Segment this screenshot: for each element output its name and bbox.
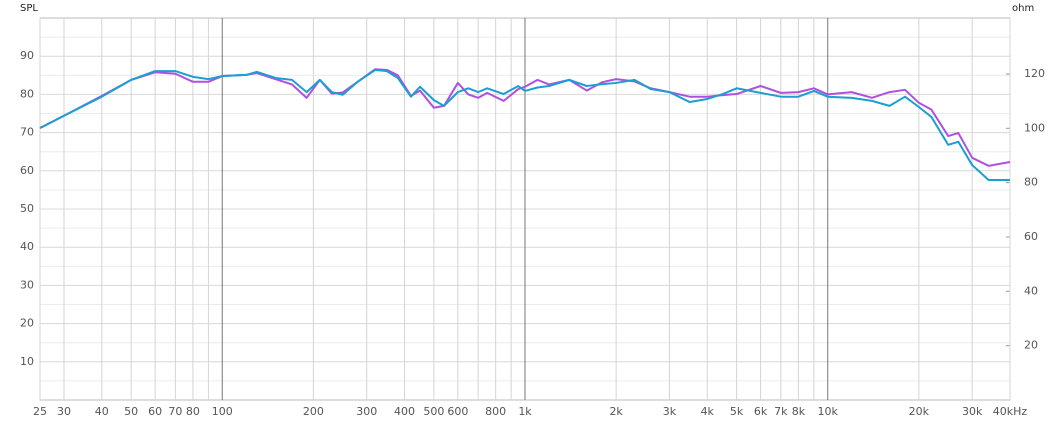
y-tick-label: 10 — [20, 355, 34, 368]
x-tick-label: 80 — [186, 405, 200, 418]
y-tick-label: 20 — [20, 317, 34, 330]
x-tick-label: 6k — [754, 405, 768, 418]
x-tick-label: 4k — [701, 405, 715, 418]
x-tick-label: 400 — [394, 405, 415, 418]
x-tick-label: 40 — [95, 405, 109, 418]
series-line — [39, 68, 1010, 181]
y2-tick-label: 100 — [1024, 121, 1045, 134]
y-tick-label: 80 — [20, 87, 34, 100]
x-tick-label: 10k — [818, 405, 839, 418]
y2-tick-label: 120 — [1024, 67, 1045, 80]
y-tick-label: 60 — [20, 164, 34, 177]
x-tick-label: 7k — [774, 405, 788, 418]
x-tick-label: 3k — [663, 405, 677, 418]
y2-tick-label: 60 — [1024, 230, 1038, 243]
x-tick-label: 200 — [303, 405, 324, 418]
x-tick-label: 300 — [356, 405, 377, 418]
y-axis-label: SPL — [20, 3, 38, 14]
y-tick-label: 90 — [20, 49, 34, 62]
y-tick-label: 30 — [20, 278, 34, 291]
x-tick-label: 500 — [423, 405, 444, 418]
x-tick-label: 30 — [57, 405, 71, 418]
series-line — [39, 68, 1011, 167]
y2-axis-label: ohm — [1012, 3, 1034, 14]
x-tick-label: 70 — [168, 405, 182, 418]
y-tick-label: 50 — [20, 202, 34, 215]
y2-tick-label: 40 — [1024, 284, 1038, 297]
y2-tick-label: 80 — [1024, 176, 1038, 189]
x-tick-label: 20k — [909, 405, 930, 418]
x-tick-label: 25 — [33, 405, 47, 418]
y2-tick-label: 20 — [1024, 339, 1038, 352]
y-tick-label: 70 — [20, 126, 34, 139]
x-tick-label: 50 — [124, 405, 138, 418]
x-tick-label: 30k — [962, 405, 983, 418]
x-tick-label: 5k — [730, 405, 744, 418]
x-tick-label: 1k — [518, 405, 532, 418]
x-tick-label: 2k — [609, 405, 623, 418]
x-tick-label: 8k — [792, 405, 806, 418]
x-tick-label: 600 — [447, 405, 468, 418]
x-tick-label: 40kHz — [993, 405, 1028, 418]
x-tick-label: 800 — [485, 405, 506, 418]
x-tick-label: 100 — [212, 405, 233, 418]
y-tick-label: 40 — [20, 240, 34, 253]
x-tick-label: 60 — [148, 405, 162, 418]
